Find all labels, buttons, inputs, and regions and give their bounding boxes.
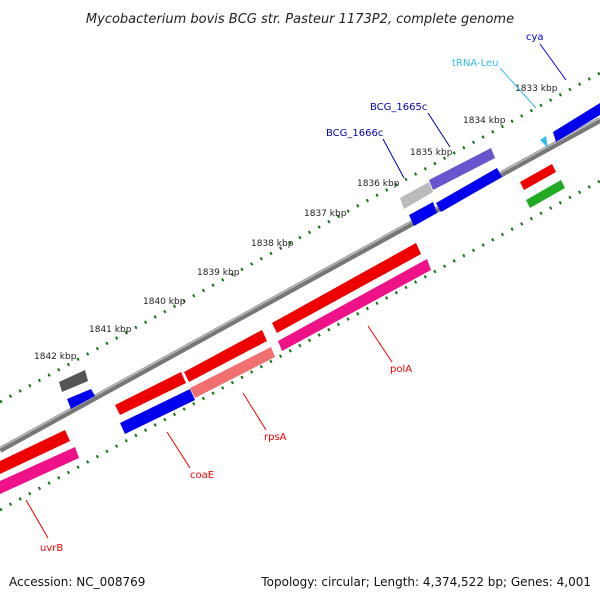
accession-text: Accession: NC_008769: [9, 575, 145, 589]
tick-label: 1836 kbp: [357, 179, 400, 189]
label-rpsa[interactable]: rpsA: [264, 432, 287, 443]
tick-label: 1835 kbp: [410, 148, 453, 158]
inner-tick-track: [0, 179, 600, 512]
tick-label: 1839 kbp: [197, 268, 240, 278]
feature-track-reverse: [0, 243, 431, 494]
gene-green-small[interactable]: [526, 180, 565, 208]
label-pola[interactable]: polA: [390, 364, 412, 375]
gene-uvrb-red[interactable]: [0, 430, 70, 474]
tick-label: 1841 kbp: [89, 325, 132, 335]
gene-pola[interactable]: [272, 243, 421, 333]
gene-red-mid[interactable]: [184, 330, 267, 382]
label-coae[interactable]: coaE: [190, 470, 214, 481]
gene-rpsa[interactable]: [190, 347, 275, 398]
gene-blue-small[interactable]: [67, 389, 95, 409]
label-uvrb[interactable]: uvrB: [40, 543, 63, 554]
label-cya[interactable]: cya: [526, 32, 544, 43]
tick-label: 1834 kbp: [463, 116, 506, 126]
leader-line: [166, 431, 191, 469]
gene-coae[interactable]: [120, 389, 195, 434]
gene-cya[interactable]: [553, 103, 600, 142]
leader-line: [499, 67, 537, 109]
leader-line: [367, 325, 393, 363]
leader-line: [25, 499, 49, 539]
gene-labels: cya tRNA-Leu BCG_1665c BCG_1666c polA rp…: [25, 32, 567, 554]
tick-label: 1838 kbp: [251, 239, 294, 249]
gene-bcg-1665c-cds[interactable]: [436, 168, 502, 212]
outer-tick-track: [0, 71, 600, 404]
tick-label: 1837 kbp: [304, 209, 347, 219]
gene-bcg-1665c[interactable]: [429, 148, 495, 190]
sequence-backbone: [0, 117, 600, 453]
gene-coae-red[interactable]: [115, 372, 186, 415]
gene-bcg-1666c[interactable]: [409, 202, 437, 226]
tick-label: 1833 kbp: [515, 84, 558, 94]
label-bcg-1665c[interactable]: BCG_1665c: [370, 102, 427, 113]
leader-line: [427, 112, 451, 148]
leader-line: [242, 392, 267, 431]
topology-text: Topology: circular; Length: 4,374,522 bp…: [260, 575, 591, 589]
feature-track-forward: [59, 103, 600, 409]
gene-trna-leu[interactable]: [540, 136, 548, 148]
map-title: Mycobacterium bovis BCG str. Pasteur 117…: [86, 12, 514, 27]
gene-red-small[interactable]: [520, 164, 556, 190]
gene-dark-gray[interactable]: [59, 370, 88, 392]
label-trna-leu[interactable]: tRNA-Leu: [452, 58, 498, 69]
gene-pseudo[interactable]: [400, 182, 433, 209]
tick-labels: 1833 kbp 1834 kbp 1835 kbp 1836 kbp 1837…: [34, 84, 558, 362]
label-bcg-1666c[interactable]: BCG_1666c: [326, 128, 383, 139]
leader-line: [382, 138, 405, 179]
gene-pola-magenta[interactable]: [278, 259, 431, 351]
tick-label: 1842 kbp: [34, 352, 77, 362]
sequence-backbone-highlight: [0, 117, 600, 449]
leader-line: [539, 43, 567, 81]
gene-uvrb[interactable]: [0, 447, 79, 494]
tick-label: 1840 kbp: [143, 297, 186, 307]
